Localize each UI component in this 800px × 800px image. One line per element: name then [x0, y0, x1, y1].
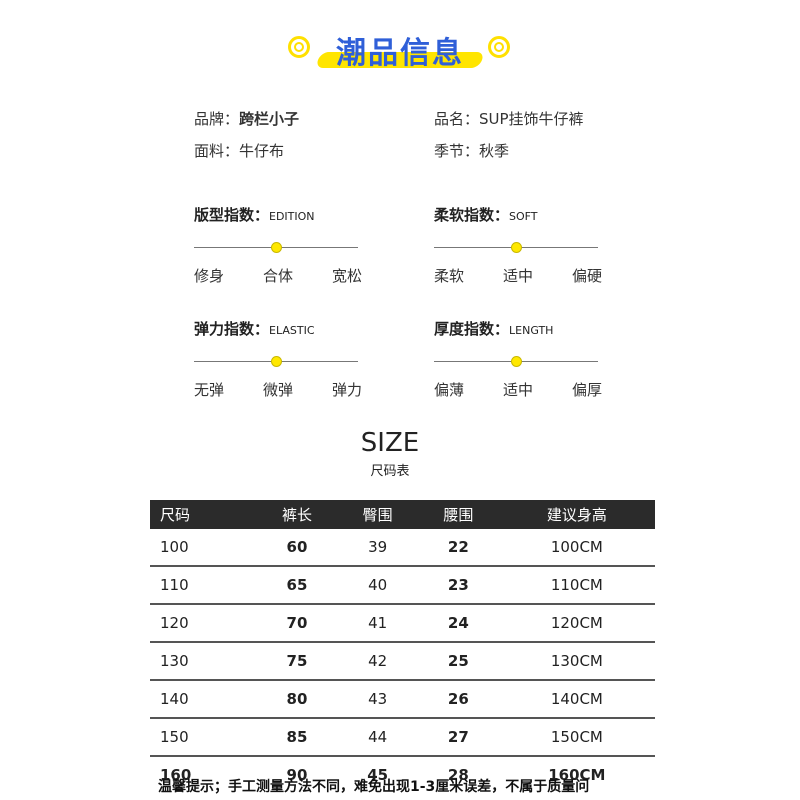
index-label: 微弹 — [262, 381, 293, 399]
table-cell: 42 — [337, 642, 418, 681]
index-label: 无弹 — [194, 381, 225, 399]
table-cell: 70 — [256, 604, 338, 643]
table-cell: 75 — [256, 642, 338, 681]
index-soft: 柔软指数：SOFT 柔软 适中 偏硬 — [434, 204, 602, 286]
index-label: 柔软 — [434, 267, 465, 285]
table-cell: 41 — [337, 604, 418, 643]
table-cell: 22 — [418, 529, 499, 567]
table-row: 100 60 39 22 100CM — [150, 529, 655, 567]
table-cell: 60 — [256, 529, 338, 567]
index-label: 弹力 — [331, 381, 362, 399]
index-label: 偏薄 — [434, 381, 465, 399]
index-elastic: 弹力指数：ELASTIC 无弹 微弹 弹力 — [194, 318, 362, 400]
table-cell: 40 — [337, 566, 418, 605]
table-cell: 45 — [367, 766, 389, 784]
index-title: 厚度指数：LENGTH — [434, 320, 554, 338]
table-cell: 130 — [150, 642, 257, 681]
index-label: 宽松 — [331, 267, 362, 285]
table-cell: 27 — [418, 718, 499, 757]
table-cell: 110 — [150, 566, 257, 605]
table-cell: 43 — [337, 680, 418, 719]
column-header: 腰围 — [418, 500, 499, 529]
table-cell: 25 — [418, 642, 499, 681]
table-cell: 24 — [418, 604, 499, 643]
table-cell: 100 — [150, 529, 257, 567]
column-header: 裤长 — [256, 500, 338, 529]
table-cell: 150 — [150, 718, 257, 757]
season-info: 季节：秋季 — [434, 142, 510, 160]
table-row: 140 80 43 26 140CM — [150, 680, 655, 719]
table-cell: 90 — [286, 766, 308, 784]
index-label: 适中 — [502, 267, 533, 285]
table-cell: 28 — [447, 766, 469, 784]
table-row: 160 90 45 28 160CM — [150, 756, 655, 793]
table-cell: 39 — [337, 529, 418, 567]
index-label: 偏厚 — [571, 381, 602, 399]
index-label: 合体 — [262, 267, 293, 285]
brand-info: 品牌：跨栏小子 — [194, 110, 300, 128]
index-marker — [271, 356, 282, 367]
table-cell: 160 — [160, 766, 192, 784]
table-cell: 80 — [256, 680, 338, 719]
index-title: 弹力指数：ELASTIC — [194, 320, 315, 338]
index-length: 厚度指数：LENGTH 偏薄 适中 偏厚 — [434, 318, 602, 400]
size-table: 尺码 裤长 臀围 腰围 建议身高 100 60 39 22 100CM 110 65 40 23 110C… — [150, 500, 655, 793]
product-name-info: 品名：SUP挂饰牛仔裤 — [434, 110, 584, 128]
column-header: 臀围 — [337, 500, 418, 529]
table-cell: 130CM — [498, 642, 655, 681]
sun-icon — [488, 36, 510, 58]
column-header: 尺码 — [150, 500, 257, 529]
column-header: 建议身高 — [498, 500, 655, 529]
table-cell: 23 — [418, 566, 499, 605]
table-cell: 150CM — [498, 718, 655, 757]
table-cell: 100CM — [498, 529, 655, 567]
table-cell: 65 — [256, 566, 338, 605]
table-cell: 160CM — [548, 766, 606, 784]
table-cell: 140 — [150, 680, 257, 719]
table-cell: 140CM — [498, 680, 655, 719]
index-title: 版型指数：EDITION — [194, 206, 315, 224]
index-label: 偏硬 — [571, 267, 602, 285]
index-marker — [511, 242, 522, 253]
table-row: 130 75 42 25 130CM — [150, 642, 655, 681]
table-cell: 120CM — [498, 604, 655, 643]
measurement-note: 温馨提示；手工测量方法不同，难免出现1-3厘米误差，不属于质量问 — [158, 779, 590, 795]
index-title: 柔软指数：SOFT — [434, 206, 538, 224]
index-marker — [271, 242, 282, 253]
table-cell: 120 — [150, 604, 257, 643]
index-label: 修身 — [194, 267, 225, 285]
table-cell: 85 — [256, 718, 338, 757]
size-subtitle: 尺码表 — [370, 464, 410, 479]
table-cell: 26 — [418, 680, 499, 719]
table-row: 150 85 44 27 150CM — [150, 718, 655, 757]
index-edition: 版型指数：EDITION 修身 合体 宽松 — [194, 204, 362, 286]
table-cell: 44 — [337, 718, 418, 757]
table-cell: 110CM — [498, 566, 655, 605]
size-title: SIZE — [360, 428, 420, 458]
section-title: 潮品信息 — [0, 28, 800, 72]
table-row: 110 65 40 23 110CM — [150, 566, 655, 605]
sun-icon — [288, 36, 310, 58]
index-label: 适中 — [502, 381, 533, 399]
table-row: 120 70 41 24 120CM — [150, 604, 655, 643]
index-marker — [511, 356, 522, 367]
fabric-info: 面料：牛仔布 — [194, 142, 285, 160]
